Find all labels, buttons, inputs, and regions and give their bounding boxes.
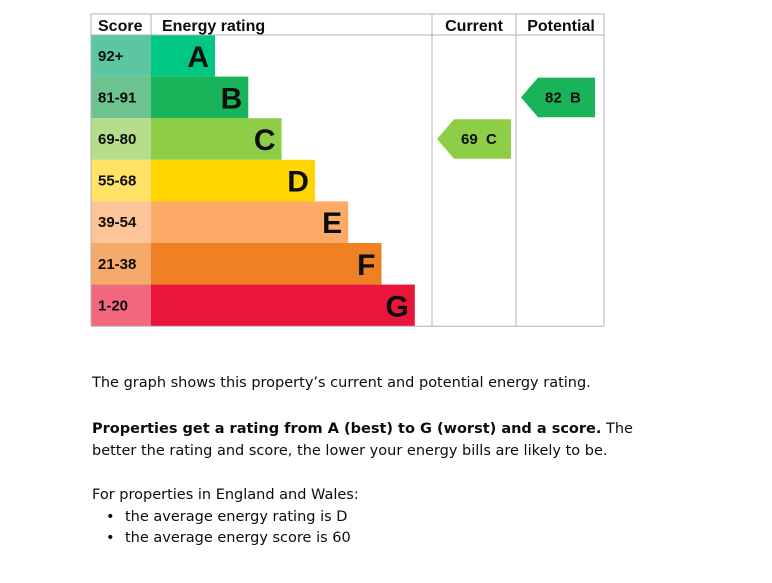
band-letter-b: B xyxy=(221,82,243,115)
rating-bar-f xyxy=(151,243,382,285)
rating-paragraph: Properties get a rating from A (best) to… xyxy=(92,418,652,462)
band-letter-a: A xyxy=(187,41,209,74)
score-range-f: 21-38 xyxy=(98,256,136,273)
header-layer: Score Energy rating Current Potential xyxy=(98,18,595,35)
potential-rating-label: 82 B xyxy=(545,89,581,106)
rating-bar-c xyxy=(151,118,282,160)
score-range-b: 81-91 xyxy=(98,89,136,106)
grid-layer xyxy=(90,13,605,327)
rating-bar-b xyxy=(151,76,249,119)
epc-chart: 92+ A81-91 B69-80 C55-68 D39-54 E21-38 F1-20 G … xyxy=(90,13,605,327)
score-range-a: 92+ xyxy=(98,48,124,65)
potential-arrow xyxy=(521,77,595,118)
rating-bold-text: Properties get a rating from A (best) to… xyxy=(92,420,602,437)
rating-bar-e xyxy=(151,201,349,243)
current-arrow xyxy=(437,119,511,159)
score-range-g: 1-20 xyxy=(98,297,128,314)
score-range-e: 39-54 xyxy=(98,214,137,231)
score-header: Score xyxy=(98,18,143,35)
rating-bar-g xyxy=(151,284,415,327)
rating-bar-d xyxy=(151,159,315,202)
potential-header: Potential xyxy=(527,18,595,35)
band-letter-g: G xyxy=(385,290,408,323)
arrows-layer: 69 C 82 B xyxy=(437,77,595,159)
score-cell-f xyxy=(91,243,151,285)
rating-rest-text: The better the rating and score, the low… xyxy=(92,420,633,459)
averages-list: the average energy rating is D the avera… xyxy=(92,507,351,549)
band-letter-c: C xyxy=(254,124,276,157)
current-rating-label: 69 C xyxy=(461,131,497,148)
band-letter-d: D xyxy=(287,166,309,199)
bands-layer: 92+ A 81-91 B 69-80 C 55-68 D 39-54 E 21-38 F 1-20 G xyxy=(91,35,415,327)
england-wales-paragraph: For properties in England and Wales: xyxy=(92,486,359,503)
score-cell-g xyxy=(91,284,151,327)
score-cell-b xyxy=(91,76,151,119)
energy-rating-header: Energy rating xyxy=(162,18,265,35)
band-letter-e: E xyxy=(322,207,342,240)
score-range-d: 55-68 xyxy=(98,173,136,190)
list-item: the average energy score is 60 xyxy=(92,528,351,549)
score-cell-c xyxy=(91,118,151,160)
list-item: the average energy rating is D xyxy=(92,507,351,528)
score-range-c: 69-80 xyxy=(98,131,136,148)
score-cell-a xyxy=(91,35,151,77)
score-cell-e xyxy=(91,201,151,243)
rating-bar-a xyxy=(151,35,215,77)
score-cell-d xyxy=(91,159,151,202)
current-header: Current xyxy=(445,18,503,35)
intro-paragraph: The graph shows this property’s current … xyxy=(92,374,591,391)
band-letter-f: F xyxy=(357,249,375,282)
